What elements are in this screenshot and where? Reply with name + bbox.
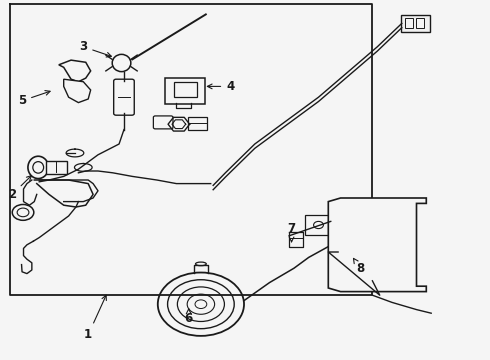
Text: 1: 1: [84, 295, 106, 341]
Circle shape: [391, 211, 408, 224]
FancyBboxPatch shape: [405, 18, 413, 28]
Circle shape: [158, 273, 244, 336]
Text: 2: 2: [8, 176, 31, 201]
Text: 7: 7: [288, 222, 295, 242]
Text: 6: 6: [185, 309, 193, 325]
FancyBboxPatch shape: [401, 15, 430, 32]
FancyBboxPatch shape: [188, 117, 207, 130]
Text: 4: 4: [207, 80, 234, 93]
Circle shape: [177, 287, 224, 321]
Circle shape: [187, 294, 215, 314]
Text: 3: 3: [79, 40, 111, 57]
Text: 5: 5: [18, 91, 50, 107]
Ellipse shape: [112, 54, 131, 72]
Text: 8: 8: [353, 258, 364, 275]
Ellipse shape: [196, 262, 206, 266]
Circle shape: [314, 221, 323, 229]
Circle shape: [168, 280, 234, 329]
Ellipse shape: [28, 156, 49, 179]
Circle shape: [195, 300, 207, 309]
FancyBboxPatch shape: [174, 82, 197, 97]
FancyBboxPatch shape: [153, 116, 173, 129]
Circle shape: [391, 265, 408, 278]
FancyBboxPatch shape: [305, 215, 332, 235]
FancyBboxPatch shape: [46, 161, 67, 174]
Polygon shape: [64, 79, 91, 103]
FancyBboxPatch shape: [416, 18, 424, 28]
Polygon shape: [59, 60, 91, 82]
Circle shape: [73, 66, 82, 73]
Ellipse shape: [33, 162, 44, 173]
Circle shape: [12, 204, 34, 220]
Circle shape: [17, 208, 29, 217]
Polygon shape: [328, 198, 426, 292]
Circle shape: [391, 238, 408, 251]
FancyBboxPatch shape: [114, 79, 134, 115]
FancyBboxPatch shape: [165, 78, 205, 104]
